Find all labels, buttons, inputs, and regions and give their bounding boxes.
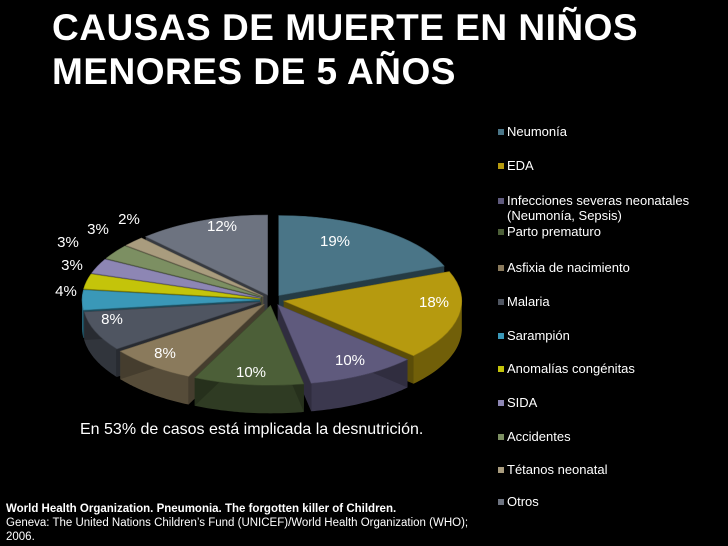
pie-slice-8	[91, 258, 262, 299]
legend-label: Parto prematuro	[507, 224, 601, 239]
legend-swatch	[498, 434, 504, 440]
pie-slice-side-3	[194, 377, 304, 414]
legend-swatch	[498, 265, 504, 271]
pie-value-label-8: 3%	[57, 234, 79, 251]
legend-swatch	[498, 400, 504, 406]
pie-value-label-11: 12%	[207, 218, 237, 235]
source-citation: World Health Organization. Pneumonia. Th…	[6, 502, 476, 544]
legend-swatch	[498, 229, 504, 235]
legend-swatch	[498, 198, 504, 204]
pie-slice-2	[277, 304, 409, 384]
legend-label: Infecciones severas neonatales (Neumonía…	[507, 193, 690, 223]
legend-label: Otros	[507, 494, 539, 509]
pie-slice-9	[105, 245, 263, 298]
source-title: World Health Organization. Pneumonia. Th…	[6, 503, 397, 515]
pie-slice-3	[194, 304, 305, 386]
pie-slice-side-1	[413, 300, 462, 384]
legend-swatch	[498, 467, 504, 473]
pie-value-label-9: 3%	[87, 221, 109, 238]
title-line-1: CAUSAS DE MUERTE EN NIÑOS	[52, 7, 639, 48]
legend-label: Anomalías congénitas	[507, 361, 635, 376]
legend-swatch	[498, 366, 504, 372]
legend-swatch	[498, 129, 504, 135]
pie-slice-11	[144, 214, 268, 296]
pie-slice-5	[83, 301, 261, 350]
legend-label: Malaria	[507, 294, 550, 309]
malnutrition-note: En 53% de casos está implicada la desnut…	[80, 421, 424, 438]
legend-swatch	[498, 299, 504, 305]
legend-swatch	[498, 499, 504, 505]
legend-swatch	[498, 333, 504, 339]
legend-label: Tétanos neonatal	[507, 462, 608, 477]
pie-value-label-2: 10%	[335, 352, 365, 369]
pie-slice-side-6	[82, 298, 84, 338]
pie-slice-10	[125, 237, 264, 297]
legend-label: Neumonía	[507, 124, 567, 139]
pie-slice-7	[83, 273, 261, 300]
pie-value-label-10: 2%	[118, 211, 140, 228]
legend-label: Asfixia de nacimiento	[507, 260, 630, 275]
legend-swatch	[498, 163, 504, 169]
pie-slice-4	[119, 303, 265, 377]
pie-value-label-1: 18%	[419, 294, 449, 311]
legend-label: SIDA	[507, 395, 538, 410]
pie-value-label-5: 8%	[101, 311, 123, 328]
legend-label: Sarampión	[507, 328, 570, 343]
pie-value-label-4: 8%	[154, 345, 176, 362]
pie-value-label-7: 3%	[61, 257, 83, 274]
legend-label: Accidentes	[507, 429, 571, 444]
pie-slice-6	[81, 289, 261, 311]
pie-value-label-3: 10%	[236, 364, 266, 381]
pie-value-label-6: 4%	[55, 283, 77, 300]
slide-title: CAUSAS DE MUERTE EN NIÑOS MENORES DE 5 A…	[52, 6, 638, 94]
legend-label: EDA	[507, 158, 534, 173]
pie-slice-0	[278, 215, 445, 296]
source-publisher: Geneva: The United Nations Children’s Fu…	[6, 517, 469, 543]
pie-value-label-0: 19%	[320, 233, 350, 250]
title-line-2: MENORES DE 5 AÑOS	[52, 51, 456, 92]
pie-slice-1	[282, 271, 463, 357]
